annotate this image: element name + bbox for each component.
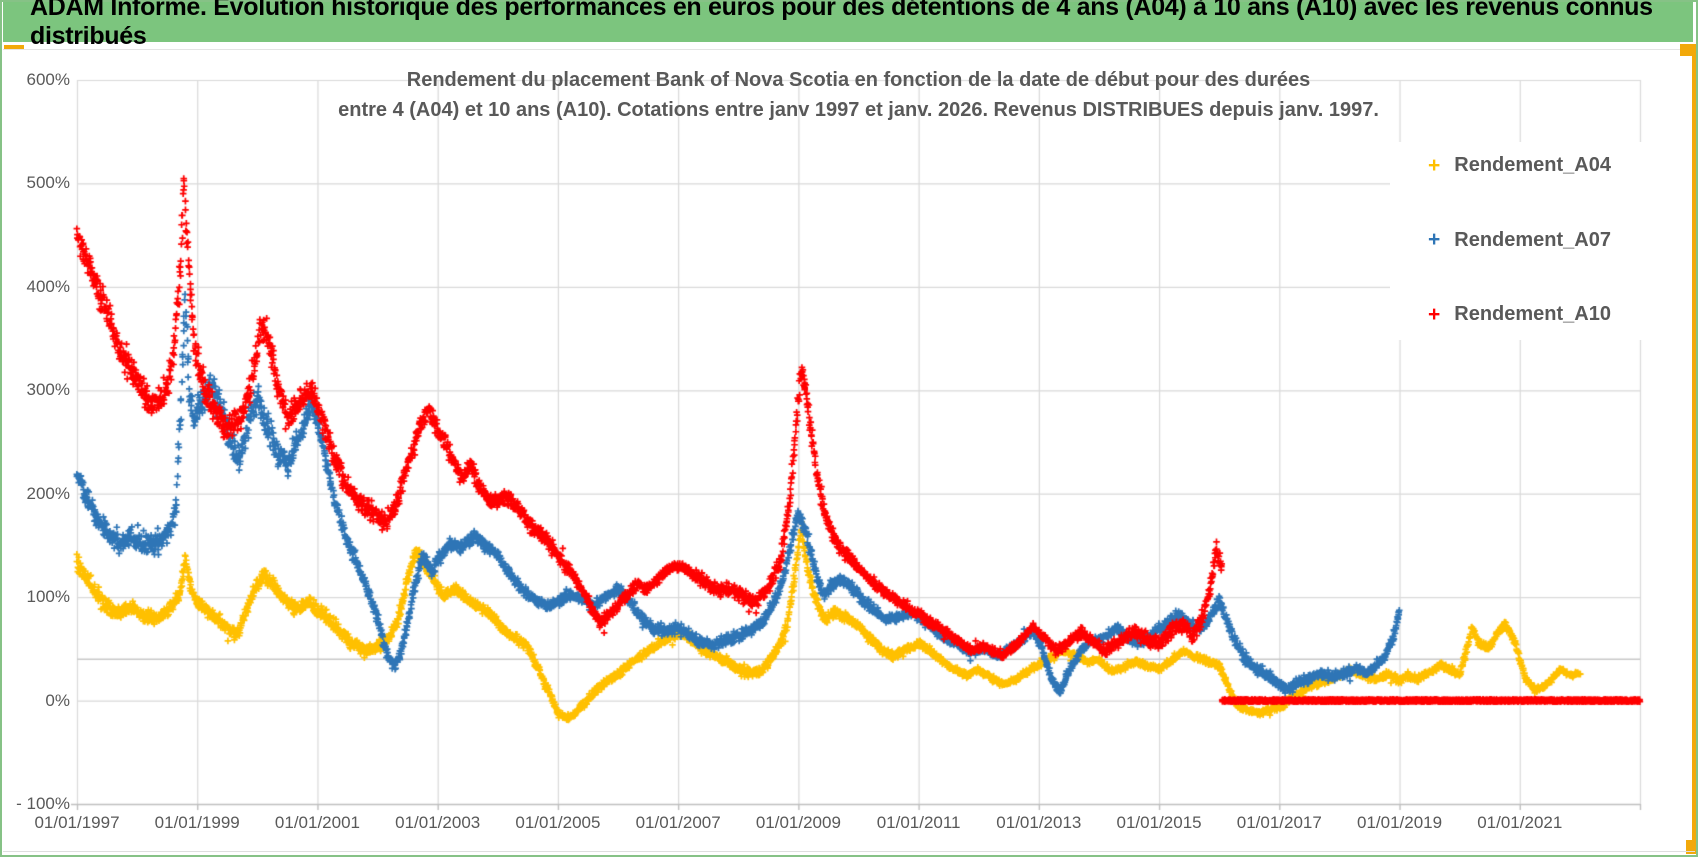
legend-plus-marker-icon: + bbox=[1428, 302, 1441, 326]
x-axis-tick-label: 01/01/1997 bbox=[34, 813, 120, 832]
x-axis-tick-label: 01/01/1999 bbox=[154, 813, 240, 832]
selection-border-right[interactable] bbox=[1692, 46, 1696, 848]
y-axis-tick-label: 400% bbox=[26, 276, 70, 296]
legend-label: Rendement_A04 bbox=[1454, 154, 1611, 176]
y-axis-tick-label: 100% bbox=[26, 587, 70, 607]
selection-corner-top-left bbox=[4, 45, 24, 49]
x-axis-tick-label: 01/01/2009 bbox=[755, 813, 841, 832]
y-axis-tick-label: - 100% bbox=[16, 794, 70, 813]
y-axis-tick-label: 300% bbox=[26, 380, 70, 400]
legend-label: Rendement_A07 bbox=[1454, 228, 1611, 251]
legend-plus-marker-icon: + bbox=[1428, 228, 1441, 251]
x-axis-tick-label: 01/01/2011 bbox=[876, 813, 961, 832]
x-axis-tick-label: 01/01/2017 bbox=[1236, 813, 1322, 832]
x-axis-tick-label: 01/01/2005 bbox=[515, 813, 601, 832]
x-axis-tick-label: 01/01/2003 bbox=[395, 813, 481, 832]
legend-label: Rendement_A10 bbox=[1454, 303, 1611, 325]
y-axis-tick-label: 500% bbox=[26, 173, 70, 193]
selection-corner-top-right[interactable] bbox=[1680, 44, 1696, 56]
selection-corner-bottom-right[interactable] bbox=[1686, 840, 1696, 854]
legend-plus-marker-icon: + bbox=[1428, 153, 1441, 177]
y-axis-tick-label: 600% bbox=[26, 70, 70, 89]
x-axis-tick-label: 01/01/2007 bbox=[635, 813, 721, 832]
legend-item-rendement_a07[interactable]: + Rendement_A07 bbox=[1390, 229, 1658, 252]
x-axis-tick-label: 01/01/2001 bbox=[274, 813, 360, 832]
legend-item-rendement_a04[interactable]: + Rendement_A04 bbox=[1390, 154, 1658, 177]
y-axis-tick-label: 200% bbox=[26, 483, 70, 503]
legend-item-rendement_a10[interactable]: + Rendement_A10 bbox=[1390, 303, 1658, 326]
x-axis-tick-label: 01/01/2021 bbox=[1477, 813, 1563, 832]
x-axis-tick-label: 01/01/2019 bbox=[1356, 813, 1443, 832]
sheet-bottom-divider bbox=[3, 851, 1695, 852]
x-axis-tick-label: 01/01/2015 bbox=[1116, 813, 1202, 832]
y-axis-tick-label: 0% bbox=[45, 690, 70, 710]
chart-legend[interactable]: + Rendement_A04 + Rendement_A07 + Rendement_A… bbox=[1390, 142, 1658, 340]
x-axis-tick-label: 01/01/2013 bbox=[996, 813, 1082, 832]
